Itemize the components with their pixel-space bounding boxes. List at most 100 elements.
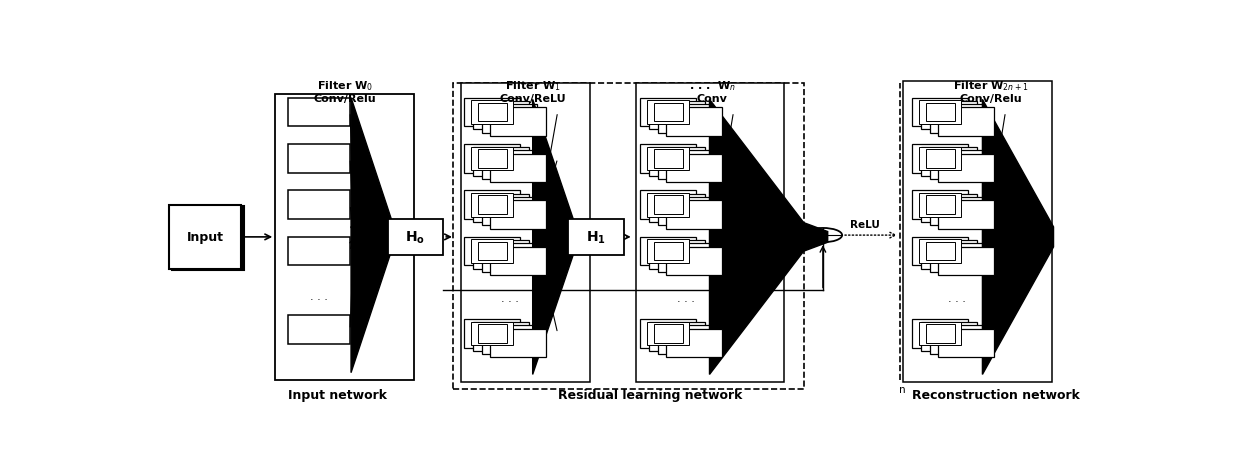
Bar (921, 323, 977, 351)
Bar (288, 98, 350, 127)
Bar (930, 326, 986, 354)
Bar (657, 244, 713, 272)
Text: $\mathbf{H_o}$: $\mathbf{H_o}$ (405, 229, 425, 245)
Bar (471, 240, 513, 263)
Polygon shape (709, 100, 828, 375)
Bar (919, 240, 961, 263)
Bar (921, 194, 977, 223)
Bar (481, 105, 537, 133)
Bar (913, 144, 968, 173)
Bar (926, 196, 955, 214)
Bar (471, 194, 513, 217)
Bar (647, 240, 689, 263)
Bar (471, 101, 513, 125)
Bar (481, 151, 537, 180)
Bar (649, 194, 704, 223)
Text: Input network: Input network (288, 388, 387, 401)
Bar (926, 325, 955, 343)
Bar (921, 241, 977, 269)
Text: n: n (899, 385, 906, 394)
Bar (649, 323, 704, 351)
Text: . . .: . . . (310, 291, 327, 301)
Bar (919, 147, 961, 171)
Bar (649, 241, 704, 269)
Bar (647, 101, 689, 125)
Text: Filter W$_0$
Conv/Relu: Filter W$_0$ Conv/Relu (314, 79, 377, 104)
Bar (926, 150, 955, 168)
Bar (388, 219, 444, 255)
Bar (930, 244, 986, 272)
Bar (465, 319, 521, 348)
Bar (640, 98, 696, 127)
Bar (635, 84, 785, 382)
Text: . . .: . . . (949, 293, 966, 303)
Bar (657, 326, 713, 354)
Bar (471, 322, 513, 345)
Bar (653, 196, 682, 214)
Bar (919, 101, 961, 125)
Bar (939, 247, 994, 275)
Text: . . .  W$_n$
Conv: . . . W$_n$ Conv (689, 79, 735, 104)
Bar (640, 319, 696, 348)
Bar (477, 325, 507, 343)
Bar (465, 191, 521, 219)
Bar (490, 108, 546, 137)
Text: Residual learning network: Residual learning network (558, 388, 742, 401)
Bar (477, 242, 507, 261)
Bar (666, 247, 722, 275)
Bar (653, 242, 682, 261)
Bar (481, 326, 537, 354)
Bar (921, 101, 977, 130)
Bar (453, 84, 804, 389)
Text: ReLU: ReLU (849, 220, 879, 230)
Bar (288, 238, 350, 266)
Bar (481, 197, 537, 226)
Bar (477, 196, 507, 214)
Bar (939, 154, 994, 183)
Bar (474, 101, 528, 130)
Bar (490, 154, 546, 183)
Bar (490, 200, 546, 229)
Text: Reconstruction network: Reconstruction network (911, 388, 1080, 401)
Bar (666, 154, 722, 183)
Bar (640, 144, 696, 173)
Bar (477, 150, 507, 168)
Bar (657, 105, 713, 133)
Bar (477, 103, 507, 122)
Bar (465, 238, 521, 266)
Bar (919, 322, 961, 345)
Bar (490, 247, 546, 275)
Bar (926, 103, 955, 122)
Bar (647, 322, 689, 345)
Bar (939, 200, 994, 229)
Bar (653, 150, 682, 168)
Bar (474, 323, 528, 351)
Bar (471, 147, 513, 171)
Bar (649, 148, 704, 176)
Text: . . .: . . . (677, 293, 694, 303)
Bar (474, 241, 528, 269)
Bar (666, 329, 722, 357)
Text: Input: Input (187, 231, 224, 244)
Bar (653, 103, 682, 122)
Bar (666, 200, 722, 229)
Bar (913, 98, 968, 127)
Bar (474, 194, 528, 223)
Bar (288, 144, 350, 173)
Bar (930, 151, 986, 180)
Bar (930, 197, 986, 226)
Bar (481, 244, 537, 272)
Bar (919, 194, 961, 217)
Text: Filter W$_1$
Conv/ReLU: Filter W$_1$ Conv/ReLU (500, 79, 565, 104)
Bar (640, 238, 696, 266)
Bar (647, 147, 689, 171)
Bar (460, 84, 590, 382)
Bar (913, 319, 968, 348)
Text: $\mathbf{H_1}$: $\mathbf{H_1}$ (587, 229, 606, 245)
Bar (657, 151, 713, 180)
Polygon shape (351, 98, 393, 373)
Bar (647, 194, 689, 217)
Bar (465, 98, 521, 127)
Text: Filter W$_{2n+1}$
Conv/Relu: Filter W$_{2n+1}$ Conv/Relu (954, 79, 1029, 104)
Bar (903, 82, 1052, 382)
